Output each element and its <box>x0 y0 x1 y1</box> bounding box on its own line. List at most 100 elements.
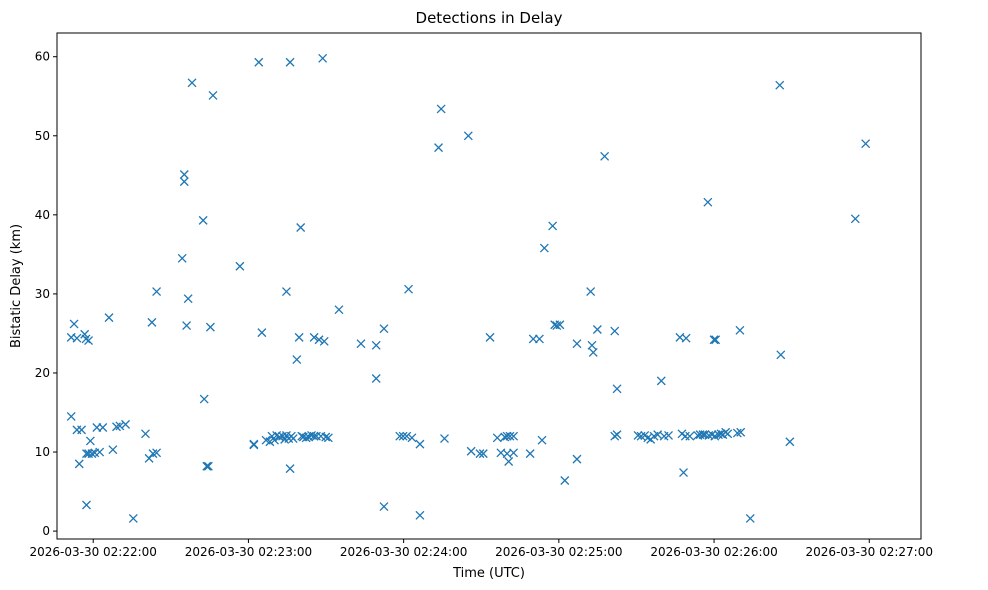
data-point <box>711 335 721 345</box>
data-point <box>723 429 733 439</box>
data-point <box>505 431 515 441</box>
data-point <box>509 448 519 458</box>
data-point <box>434 143 444 153</box>
data-point <box>84 336 94 346</box>
data-point <box>294 332 304 342</box>
data-point <box>525 449 535 459</box>
data-point <box>199 394 209 404</box>
data-point <box>502 431 512 441</box>
data-point <box>407 433 417 443</box>
data-point <box>861 139 871 149</box>
data-point <box>270 435 280 445</box>
data-point <box>703 197 713 207</box>
data-point <box>104 313 114 323</box>
y-tick-label: 60 <box>35 50 50 64</box>
data-point <box>85 436 95 446</box>
data-point <box>534 334 544 344</box>
data-point <box>183 294 193 304</box>
data-point <box>285 464 295 474</box>
y-tick-label: 40 <box>35 208 50 222</box>
data-point <box>680 431 690 441</box>
data-point <box>275 432 284 442</box>
data-point <box>323 433 333 443</box>
data-point <box>440 434 449 444</box>
data-point <box>254 57 264 67</box>
data-point <box>108 445 118 455</box>
data-point <box>586 287 596 296</box>
data-point <box>732 428 742 438</box>
data-point <box>203 461 213 471</box>
data-point <box>415 439 425 449</box>
data-point <box>74 459 84 469</box>
data-point <box>610 326 620 336</box>
data-point <box>745 513 755 523</box>
data-point <box>81 334 91 344</box>
data-point <box>776 350 786 360</box>
data-point <box>587 340 597 350</box>
data-point <box>112 422 121 432</box>
data-point <box>555 320 565 330</box>
data-point <box>179 170 189 179</box>
data-point <box>592 325 602 334</box>
data-point <box>82 500 91 510</box>
axis-ticks: 2026-03-30 02:22:00 2026-03-30 02:23:00 20… <box>29 50 933 559</box>
data-point <box>509 431 519 441</box>
data-point <box>664 430 673 440</box>
data-point <box>205 322 215 332</box>
data-point <box>560 476 570 485</box>
data-point <box>679 468 688 478</box>
y-tick-label: 50 <box>35 129 50 143</box>
data-point <box>395 431 405 441</box>
data-point <box>141 429 150 439</box>
data-point <box>187 78 197 88</box>
data-point <box>736 427 746 437</box>
data-point <box>177 253 187 263</box>
data-point <box>148 449 158 459</box>
data-point <box>66 411 76 421</box>
data-point <box>379 502 389 512</box>
data-point <box>334 305 344 315</box>
data-point <box>72 425 82 435</box>
data-point <box>653 430 663 440</box>
data-point <box>685 431 695 441</box>
data-point <box>504 457 514 466</box>
data-point <box>600 151 610 161</box>
data-point <box>356 339 366 349</box>
data-point <box>152 448 162 458</box>
data-point <box>249 440 259 450</box>
y-tick-label: 0 <box>42 524 50 538</box>
data-point <box>588 347 598 357</box>
data-point <box>309 332 319 342</box>
x-tick-label: 2026-03-30 02:25:00 <box>495 545 622 559</box>
data-point <box>371 340 381 350</box>
x-tick-label: 2026-03-30 02:26:00 <box>650 545 777 559</box>
data-point <box>537 435 547 445</box>
data-point <box>95 447 105 457</box>
data-point <box>285 57 295 67</box>
data-point <box>179 177 189 187</box>
data-point <box>572 454 582 464</box>
data-point <box>296 223 306 232</box>
data-point <box>318 53 328 63</box>
data-point <box>404 284 414 294</box>
data-point <box>850 214 860 224</box>
data-point <box>319 336 329 346</box>
data-point <box>709 335 719 345</box>
data-point <box>656 376 666 386</box>
data-point <box>128 513 138 523</box>
data-point <box>198 215 208 225</box>
data-point <box>152 287 162 296</box>
data-point <box>463 131 473 141</box>
y-tick-label: 10 <box>35 445 50 459</box>
data-point <box>98 423 108 432</box>
data-point <box>121 419 131 429</box>
data-point <box>235 261 245 271</box>
data-point <box>466 446 476 456</box>
x-tick-label: 2026-03-30 02:23:00 <box>185 545 312 559</box>
data-point <box>478 449 488 459</box>
data-point <box>612 384 622 394</box>
data-point <box>643 433 653 443</box>
data-point <box>775 80 785 90</box>
y-tick-label: 30 <box>35 287 50 301</box>
data-point <box>612 430 622 440</box>
